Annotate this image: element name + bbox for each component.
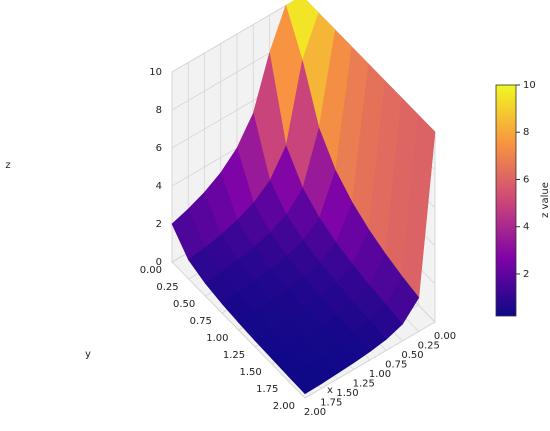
tick-label: 1.00 — [369, 369, 391, 380]
tick-label: 1.75 — [256, 384, 278, 395]
tick-label: 10 — [149, 67, 162, 78]
tick-label: 0.25 — [418, 341, 440, 352]
colorbar-tick-label: 10 — [523, 80, 536, 91]
tick-label: 1.50 — [336, 388, 358, 399]
tick-label: 2.00 — [304, 407, 326, 418]
tick-label: 8 — [156, 105, 162, 116]
y-axis-label: y — [85, 349, 91, 360]
tick-label: 0.50 — [173, 299, 195, 310]
grid-line — [171, 0, 296, 73]
tick-label: 0.00 — [434, 331, 456, 342]
surface — [171, 0, 436, 395]
tick-label: 1.00 — [206, 333, 228, 344]
tick-label: 0.50 — [401, 350, 423, 361]
tick-label: 2 — [156, 219, 162, 230]
axis-labels: x y z — [5, 160, 333, 396]
grid-line — [304, 321, 436, 399]
tick-label: 1.25 — [223, 350, 245, 361]
z-axis-label: z — [5, 160, 10, 171]
colorbar-tick-label: 4 — [523, 222, 529, 233]
surface-patch — [287, 365, 322, 395]
tick-label: 2.00 — [273, 401, 295, 412]
colorbar-label: z value — [540, 182, 550, 218]
tick-label: 0 — [156, 257, 162, 268]
tick-label: 0.25 — [156, 282, 178, 293]
tick-label: 1.75 — [320, 398, 342, 409]
x-axis-label: x — [327, 385, 333, 396]
tick-label: 0.00 — [140, 265, 162, 276]
colorbar: z value 2 4 6 8 10 — [495, 80, 550, 317]
colorbar-tick-label: 2 — [523, 269, 529, 280]
colorbar-scale — [495, 84, 517, 317]
tick-label: 1.25 — [353, 379, 375, 390]
tick-label: 0.75 — [190, 316, 212, 327]
tick-label: 4 — [156, 181, 162, 192]
colorbar-tick-label: 6 — [523, 174, 529, 185]
tick-label: 6 — [156, 143, 162, 154]
colorbar-tick-label: 8 — [523, 127, 529, 138]
tick-label: 0.75 — [385, 360, 407, 371]
tick-label: 1.50 — [239, 367, 261, 378]
